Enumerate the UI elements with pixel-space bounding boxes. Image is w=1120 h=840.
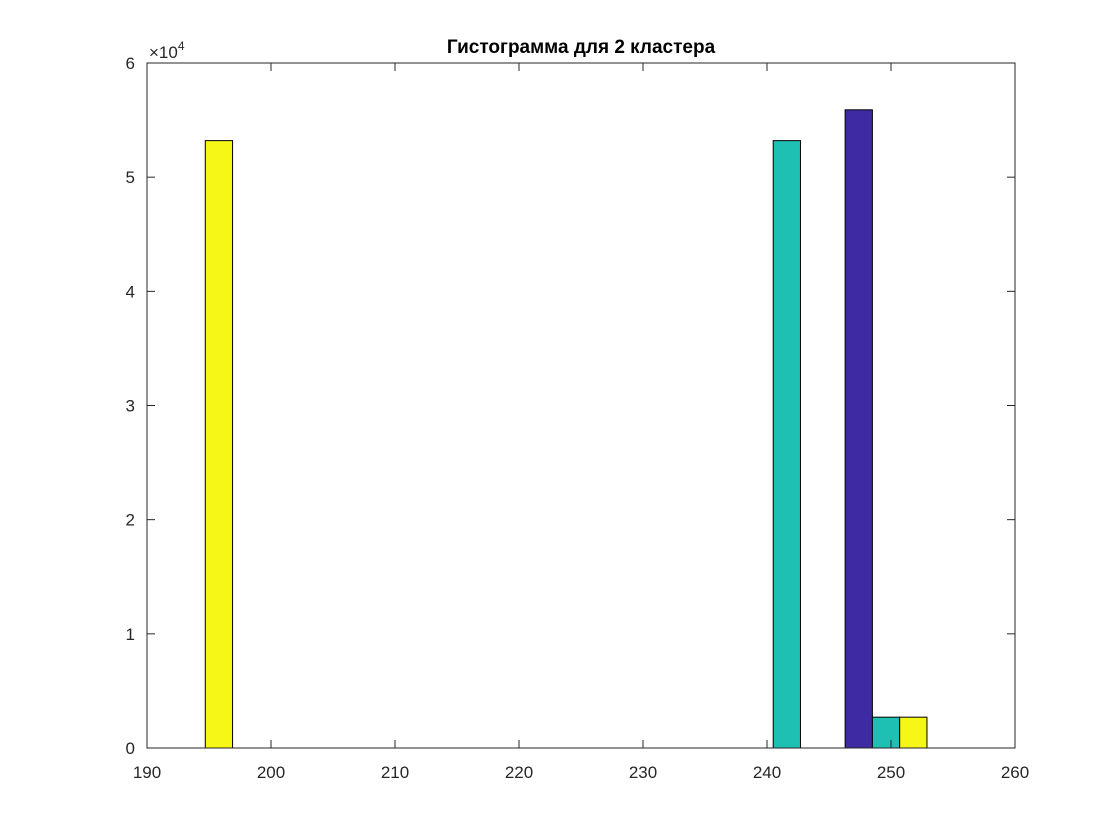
histogram-bar	[899, 716, 928, 749]
y-tick-label: 6	[126, 54, 135, 73]
y-exponent-power: 4	[178, 39, 185, 53]
y-tick-label: 3	[126, 397, 135, 416]
y-tick-label: 2	[126, 511, 135, 530]
x-tick-label: 190	[133, 763, 161, 782]
x-tick-label: 200	[257, 763, 285, 782]
x-tick-label: 250	[877, 763, 905, 782]
y-tick-label: 5	[126, 168, 135, 187]
bars-layer	[204, 109, 928, 749]
x-tick-label: 240	[753, 763, 781, 782]
x-tick-label: 220	[505, 763, 533, 782]
y-exponent-base: ×10	[149, 43, 178, 62]
axes-box	[146, 62, 1016, 749]
histogram-bar	[844, 109, 873, 749]
ticks-layer: 190 200 210 220 230 240 250 260 0 1 2 3 4 5 6	[126, 54, 1030, 782]
x-tick-label: 260	[1001, 763, 1029, 782]
x-tick-label: 230	[629, 763, 657, 782]
y-tick-label: 1	[126, 625, 135, 644]
axes-background	[147, 63, 1015, 748]
histogram-bar	[871, 716, 901, 749]
y-tick-label: 0	[126, 739, 135, 758]
histogram-bar	[772, 140, 801, 749]
y-tick-label: 4	[126, 282, 135, 301]
chart-title: Гистограмма для 2 кластера	[447, 37, 716, 58]
y-exponent-label: ×104	[149, 39, 185, 62]
x-tick-label: 210	[381, 763, 409, 782]
histogram-bar	[204, 140, 234, 749]
